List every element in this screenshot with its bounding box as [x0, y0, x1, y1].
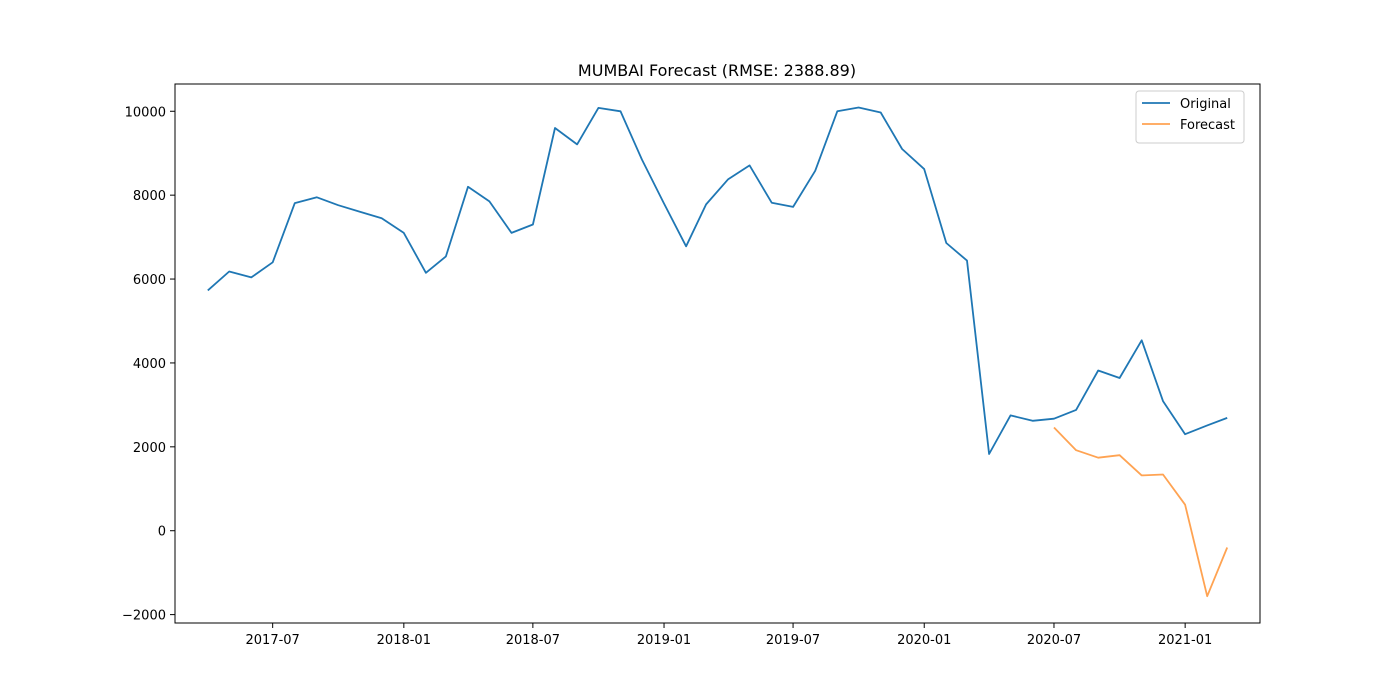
series-line-original [207, 106, 1228, 455]
x-tick-label: 2018-07 [506, 633, 560, 648]
x-tick-label: 2019-07 [766, 633, 820, 648]
legend: Original Forecast [1135, 90, 1245, 144]
legend-label-forecast: Forecast [1180, 118, 1235, 133]
y-tick-label: 4000 [133, 357, 166, 372]
x-tick-label: 2018-01 [377, 633, 431, 648]
x-tick-label: 2020-01 [897, 633, 951, 648]
y-axis: −2000 0 2000 4000 6000 8000 10000 [122, 105, 175, 624]
y-tick-label: 8000 [133, 189, 166, 204]
x-tick-label: 2021-01 [1158, 633, 1212, 648]
y-tick-label: 6000 [133, 273, 166, 288]
y-tick-label: 2000 [133, 441, 166, 456]
series-line-forecast [1053, 426, 1229, 598]
y-tick-label: 0 [158, 525, 166, 540]
x-tick-label: 2020-07 [1027, 633, 1081, 648]
x-tick-label: 2017-07 [246, 633, 300, 648]
x-axis: 2017-07 2018-01 2018-07 2019-01 2019-07 2020-… [246, 623, 1212, 648]
legend-label-original: Original [1180, 97, 1231, 112]
series-layer [207, 106, 1229, 598]
plot-frame [174, 83, 1261, 624]
y-tick-label: −2000 [122, 609, 166, 624]
plot-area [174, 83, 1261, 624]
legend-box [1135, 90, 1245, 144]
y-tick-label: 10000 [125, 105, 166, 120]
chart-title: MUMBAI Forecast (RMSE: 2388.89) [578, 61, 856, 80]
x-tick-label: 2019-01 [637, 633, 691, 648]
